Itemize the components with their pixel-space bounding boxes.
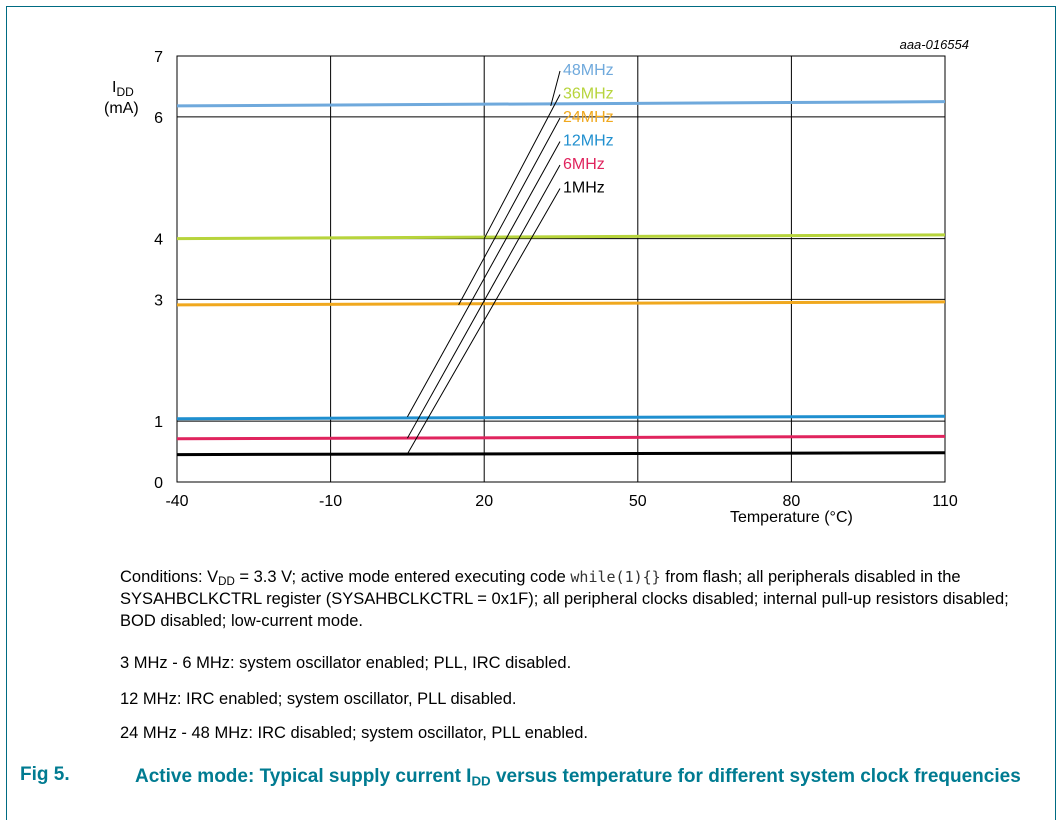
figure-title-a: Active mode: Typical supply current I: [135, 766, 472, 787]
series-label: 48MHz: [563, 62, 614, 79]
y-tick-label: 3: [154, 292, 163, 309]
y-tick-label: 4: [154, 232, 163, 249]
condition-line-2: 12 MHz: IRC enabled; system oscillator, …: [120, 690, 517, 708]
series-label: 36MHz: [563, 86, 614, 103]
y-tick-label: 6: [154, 110, 163, 127]
series-line-24mhz: [176, 300, 946, 307]
y-axis-label-sub: DD: [116, 85, 134, 99]
chart: -40 -10 20 50 80 110 0 1 3 4 6 7 Temperature (°C) IDD…: [104, 37, 969, 526]
y-tick-label: 7: [154, 49, 163, 66]
series-line-36mhz: [176, 233, 946, 241]
x-tick-label: 80: [783, 493, 801, 510]
figure-number: Fig 5.: [20, 764, 70, 785]
y-tick-label: 1: [154, 414, 163, 431]
figure-title-b: versus temperature for different system …: [490, 766, 1021, 787]
x-tick-label: 110: [932, 493, 958, 510]
x-tick-label: -10: [319, 493, 342, 510]
x-tick-label: 50: [629, 493, 647, 510]
series-leader-line: [550, 70, 561, 107]
figure-frame: [6, 6, 1056, 820]
conditions-text-b: = 3.3 V; active mode entered executing c…: [234, 568, 571, 586]
figure-title: Active mode: Typical supply current IDD …: [135, 764, 1035, 790]
series-line-12mhz: [176, 414, 946, 421]
plot-area: [176, 55, 946, 483]
y-axis-label: IDD: [112, 79, 134, 99]
x-tick-label: 20: [475, 493, 493, 510]
series-line-48mhz: [176, 100, 946, 108]
series-label: 1MHz: [563, 180, 605, 197]
x-axis-label: Temperature (°C): [730, 509, 853, 526]
conditions-vdd-sub: DD: [218, 575, 235, 588]
series-label: 6MHz: [563, 156, 605, 173]
series-leader-line: [406, 188, 561, 455]
series-leader-line: [406, 141, 561, 418]
conditions-text-c: from flash; all peripherals disabled in …: [120, 568, 1009, 630]
series-leader-line: [483, 94, 561, 239]
condition-line-3: 24 MHz - 48 MHz: IRC disabled; system os…: [120, 724, 589, 742]
series-line-1mhz: [176, 451, 946, 457]
series-label: 24MHz: [563, 109, 614, 126]
conditions-paragraph: Conditions: VDD = 3.3 V; active mode ent…: [120, 566, 1020, 632]
series-leader-line: [458, 117, 561, 306]
conditions-code: while(1){}: [570, 568, 661, 586]
figure-code-id: aaa-016554: [900, 37, 969, 52]
conditions-text-a: Conditions: V: [120, 568, 219, 586]
series-label: 12MHz: [563, 133, 614, 150]
condition-line-1: 3 MHz - 6 MHz: system oscillator enabled…: [120, 654, 572, 672]
series-line-6mhz: [176, 434, 946, 441]
figure-title-sub: DD: [471, 773, 491, 789]
x-tick-label: -40: [165, 493, 188, 510]
y-axis-unit: (mA): [104, 100, 139, 117]
series-leader-line: [406, 164, 561, 439]
y-tick-label: 0: [154, 475, 163, 492]
